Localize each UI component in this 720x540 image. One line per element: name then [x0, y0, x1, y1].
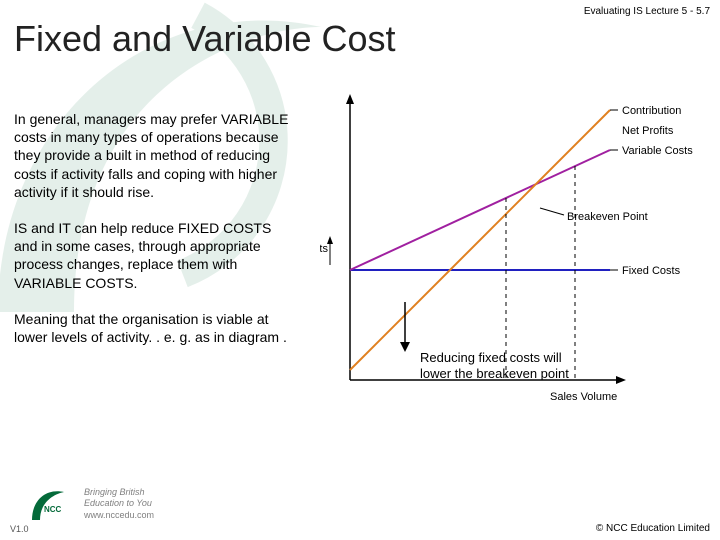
chart-svg: Contribution Net Profits Variable Costs … [320, 90, 700, 440]
svg-text:NCC: NCC [44, 505, 62, 514]
body-text-column: In general, managers may prefer VARIABLE… [14, 110, 294, 364]
net-profits-label: Net Profits [622, 125, 674, 137]
slogan-line-1: Bringing British [84, 487, 154, 498]
y-axis-label: Costs [320, 243, 328, 255]
y-axis-arrow [346, 94, 354, 104]
slogan-line-2: Education to You [84, 498, 154, 509]
breakeven-chart: Contribution Net Profits Variable Costs … [320, 90, 700, 440]
down-arrow-icon [395, 300, 415, 356]
variable-costs-line [350, 150, 610, 270]
paragraph-2: IS and IT can help reduce FIXED COSTS an… [14, 219, 294, 292]
page-title: Fixed and Variable Cost [14, 18, 396, 60]
contribution-line [350, 110, 610, 370]
paragraph-1: In general, managers may prefer VARIABLE… [14, 110, 294, 201]
ncc-logo-icon: NCC [30, 486, 74, 522]
breakeven-label: Breakeven Point [567, 211, 648, 223]
header-tag: Evaluating IS Lecture 5 - 5.7 [584, 6, 710, 17]
callout-text: Reducing fixed costs will lower the brea… [420, 350, 590, 383]
footer-logo-block: NCC Bringing British Education to You ww… [30, 486, 154, 522]
version-label: V1.0 [10, 524, 29, 534]
x-axis-label: Sales Volume [550, 391, 617, 403]
copyright-label: © NCC Education Limited [596, 523, 710, 534]
x-axis-arrow [616, 376, 626, 384]
footer-slogan: Bringing British Education to You www.nc… [84, 487, 154, 521]
contribution-label: Contribution [622, 105, 681, 117]
variable-costs-label: Variable Costs [622, 145, 693, 157]
fixed-costs-label: Fixed Costs [622, 265, 681, 277]
slide: Evaluating IS Lecture 5 - 5.7 Fixed and … [0, 0, 720, 540]
footer-url: www.nccedu.com [84, 510, 154, 521]
paragraph-3: Meaning that the organisation is viable … [14, 310, 294, 346]
